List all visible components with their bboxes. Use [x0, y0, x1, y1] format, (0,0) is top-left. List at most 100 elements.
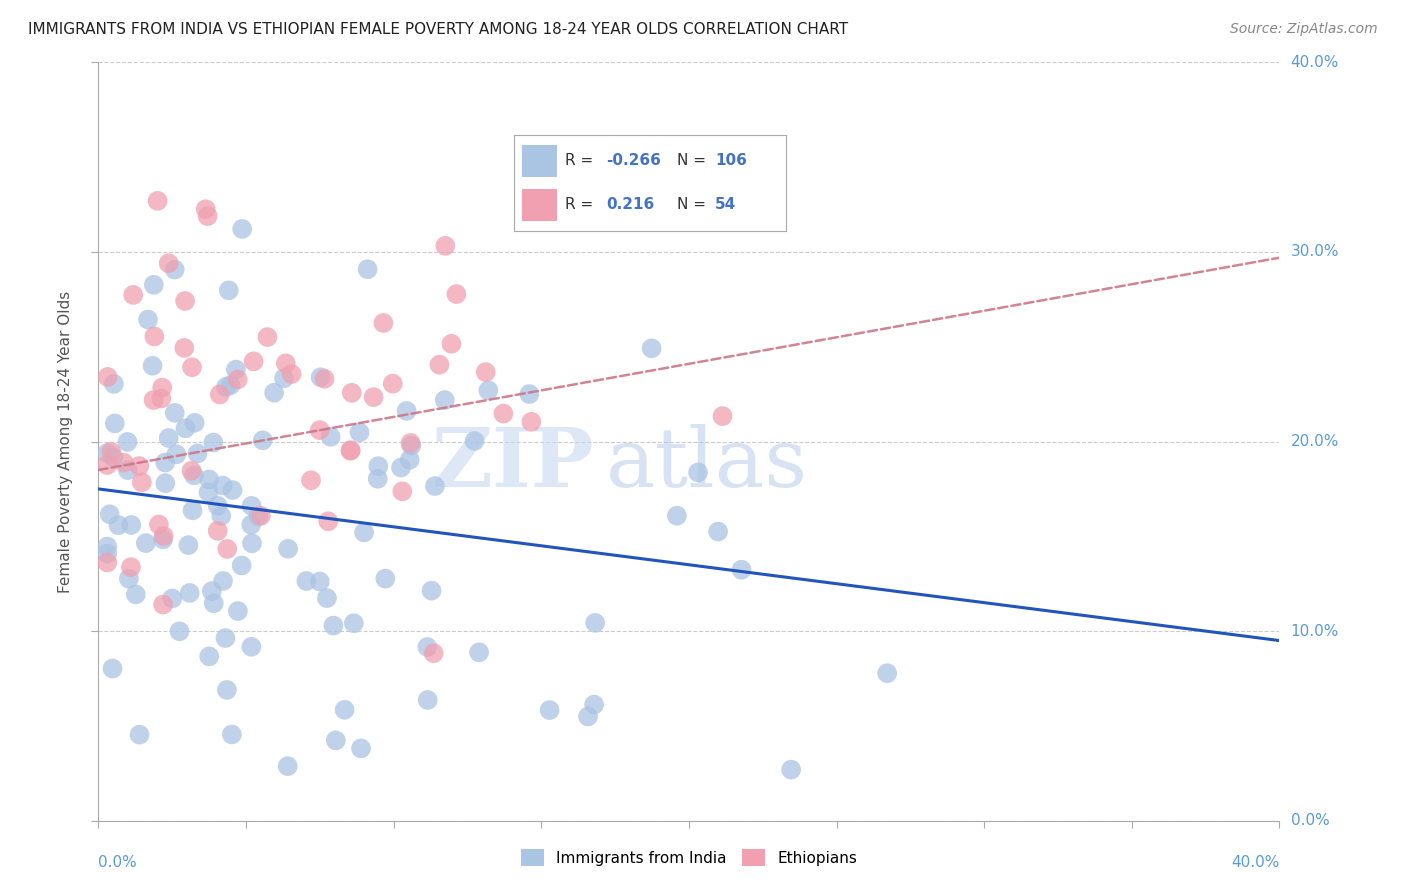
Point	[174, 421, 197, 435]
Point	[117, 463, 139, 477]
Point	[197, 485, 219, 500]
Point	[434, 239, 457, 253]
Point	[120, 560, 142, 574]
Text: R =: R =	[565, 153, 599, 169]
Point	[314, 372, 336, 386]
Point	[240, 499, 263, 513]
Point	[152, 533, 174, 547]
Point	[356, 262, 378, 277]
Point	[226, 372, 249, 386]
Point	[128, 458, 150, 473]
Point	[217, 541, 239, 556]
Point	[136, 312, 159, 326]
Point	[221, 483, 243, 497]
Point	[231, 222, 253, 236]
Point	[103, 376, 125, 391]
Point	[214, 631, 236, 645]
Point	[225, 362, 247, 376]
Point	[117, 434, 139, 449]
Point	[308, 423, 330, 437]
Point	[398, 452, 420, 467]
Text: 20.0%: 20.0%	[1291, 434, 1339, 449]
Point	[183, 468, 205, 483]
Point	[97, 370, 120, 384]
Point	[202, 435, 225, 450]
Point	[209, 508, 232, 523]
Point	[96, 458, 118, 472]
Point	[381, 376, 404, 391]
Point	[211, 478, 233, 492]
Point	[273, 371, 295, 385]
Point	[98, 508, 121, 522]
Point	[125, 587, 148, 601]
Point	[374, 572, 396, 586]
Point	[240, 517, 263, 532]
Point	[538, 703, 561, 717]
Point	[363, 390, 385, 404]
Point	[96, 547, 118, 561]
Point	[492, 407, 515, 421]
Point	[101, 661, 124, 675]
Point	[252, 434, 274, 448]
Point	[163, 262, 186, 277]
Point	[112, 456, 135, 470]
Point	[215, 380, 238, 394]
Text: 10.0%: 10.0%	[1291, 624, 1339, 639]
Text: 54: 54	[716, 197, 737, 211]
Point	[322, 618, 344, 632]
Point	[103, 450, 125, 464]
Point	[340, 385, 363, 400]
Point	[162, 591, 184, 606]
Point	[401, 439, 423, 453]
Point	[711, 409, 734, 423]
Point	[141, 359, 163, 373]
Text: N =: N =	[678, 153, 711, 169]
Point	[373, 316, 395, 330]
Point	[180, 464, 202, 478]
Bar	[522, 189, 557, 221]
Point	[148, 517, 170, 532]
Point	[316, 514, 339, 528]
Point	[440, 336, 463, 351]
Point	[350, 741, 373, 756]
Point	[389, 460, 412, 475]
Text: -0.266: -0.266	[606, 153, 661, 169]
Point	[640, 341, 662, 355]
Text: 0.0%: 0.0%	[1291, 814, 1329, 828]
Point	[157, 256, 180, 270]
Point	[367, 459, 389, 474]
Point	[155, 476, 177, 491]
Point	[96, 540, 118, 554]
Point	[339, 443, 361, 458]
Point	[247, 509, 270, 524]
Point	[339, 443, 361, 458]
Text: 40.0%: 40.0%	[1291, 55, 1339, 70]
Point	[277, 541, 299, 556]
Point	[212, 574, 235, 588]
Point	[96, 446, 118, 460]
Point	[135, 536, 157, 550]
Point	[274, 356, 297, 370]
Point	[179, 586, 201, 600]
Text: 0.216: 0.216	[606, 197, 654, 211]
Point	[215, 682, 238, 697]
Text: 30.0%: 30.0%	[1291, 244, 1339, 260]
Point	[295, 574, 318, 588]
Point	[423, 479, 446, 493]
Point	[240, 536, 263, 550]
Point	[142, 392, 165, 407]
Point	[157, 431, 180, 445]
Point	[100, 444, 122, 458]
Point	[194, 202, 217, 217]
Point	[429, 358, 451, 372]
Text: ZIP: ZIP	[432, 425, 595, 504]
Point	[181, 360, 204, 375]
Point	[197, 209, 219, 223]
Point	[142, 277, 165, 292]
Point	[242, 354, 264, 368]
Point	[446, 287, 468, 301]
Point	[152, 529, 174, 543]
Point	[349, 425, 371, 440]
Point	[420, 583, 443, 598]
Point	[169, 624, 191, 639]
